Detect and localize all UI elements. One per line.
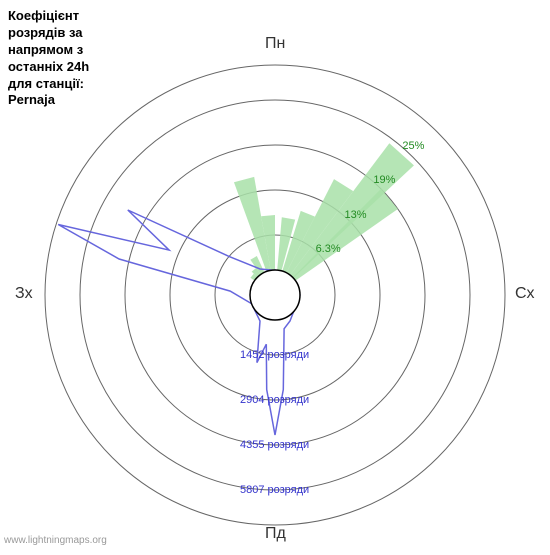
axis-east: Сх bbox=[515, 285, 535, 303]
green-ring-label: 13% bbox=[344, 209, 366, 221]
axis-north: Пн bbox=[265, 35, 285, 53]
blue-ring-label: 1452 розряди bbox=[240, 349, 309, 361]
green-ring-label: 6.3% bbox=[316, 243, 341, 255]
blue-ring-label: 2904 розряди bbox=[240, 394, 309, 406]
axis-south: Пд bbox=[265, 525, 286, 543]
polar-svg bbox=[0, 0, 550, 550]
blue-ring-label: 5807 розряди bbox=[240, 484, 309, 496]
green-ring-label: 25% bbox=[402, 140, 424, 152]
polar-chart bbox=[0, 0, 550, 550]
green-ring-label: 19% bbox=[373, 174, 395, 186]
blue-ring-label: 4355 розряди bbox=[240, 439, 309, 451]
axis-west: Зх bbox=[15, 285, 33, 303]
